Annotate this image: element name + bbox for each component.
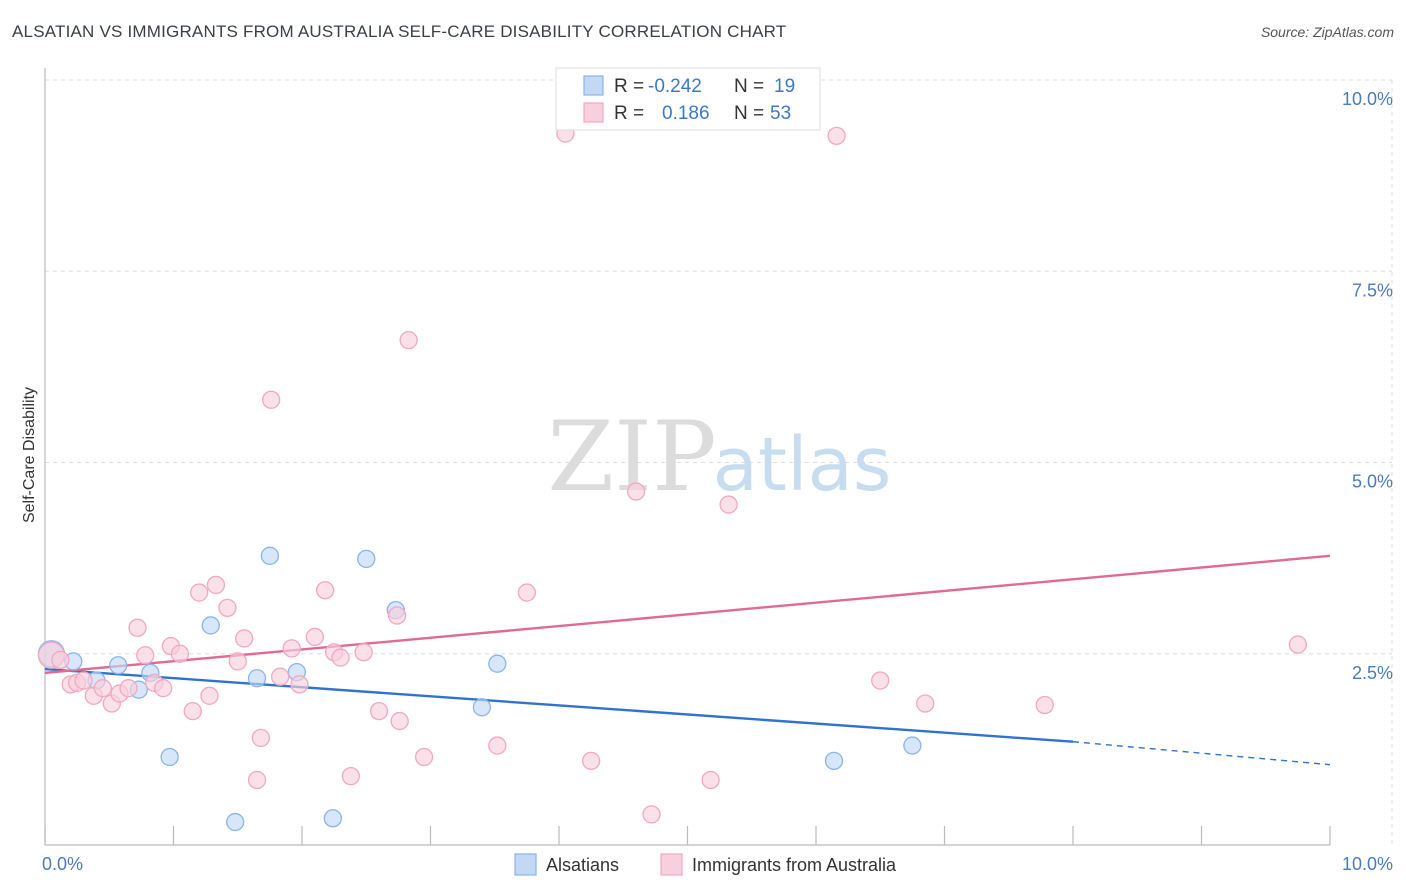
data-points <box>37 124 1308 832</box>
watermark: ZIP atlas <box>547 401 891 513</box>
series-swatch-immigrants <box>660 853 683 876</box>
point-series-0 <box>903 736 922 755</box>
point-series-1 <box>119 679 138 698</box>
point-series-1 <box>642 805 661 824</box>
legend-swatch-alsatians <box>583 75 604 96</box>
point-series-0 <box>226 812 245 832</box>
point-series-1 <box>315 581 335 600</box>
point-series-1 <box>331 648 350 667</box>
point-series-0 <box>201 616 220 635</box>
y-axis-title: Self-Care Disability <box>21 387 38 523</box>
series-legend: Alsatians Immigrants from Australia <box>514 853 897 876</box>
y-tick-label: 7.5% <box>1352 280 1393 300</box>
point-series-1 <box>399 330 418 350</box>
trend-line-extension-0 <box>1072 741 1331 766</box>
series-label-immigrants: Immigrants from Australia <box>692 855 897 875</box>
point-series-1 <box>390 711 409 731</box>
point-series-1 <box>369 701 389 721</box>
point-series-1 <box>228 652 247 671</box>
point-series-1 <box>488 736 507 755</box>
point-series-1 <box>247 770 267 790</box>
tick-labels: 2.5% 5.0% 7.5% 10.0% 0.0% 10.0% <box>42 89 1393 874</box>
point-series-1 <box>218 598 237 617</box>
point-series-1 <box>74 671 93 690</box>
point-series-1 <box>200 686 219 705</box>
point-series-0 <box>824 751 844 770</box>
axes <box>44 68 1331 846</box>
legend-r-label-1: R = <box>614 76 644 97</box>
series-label-alsatians: Alsatians <box>546 855 619 875</box>
x-tick-label: 0.0% <box>42 854 83 874</box>
point-series-1 <box>916 694 935 713</box>
point-series-0 <box>488 654 507 673</box>
grid-lines <box>45 79 1393 845</box>
point-series-1 <box>190 583 209 602</box>
point-series-1 <box>183 701 202 721</box>
legend-n-value-1: 19 <box>774 76 795 97</box>
point-series-0 <box>357 549 376 569</box>
legend-r-value-2: 0.186 <box>662 103 710 124</box>
point-series-1 <box>387 606 407 625</box>
legend-n-label-1: N = <box>734 76 764 97</box>
point-series-1 <box>262 390 281 409</box>
point-series-0 <box>472 698 492 717</box>
chart-title: ALSATIAN VS IMMIGRANTS FROM AUSTRALIA SE… <box>12 22 787 41</box>
point-series-1 <box>51 650 70 670</box>
y-tick-label: 10.0% <box>1342 89 1393 109</box>
point-series-1 <box>235 629 254 648</box>
point-series-1 <box>354 643 373 662</box>
legend: R = -0.242 N = 19 R = 0.186 N = 53 <box>555 67 821 131</box>
series-swatch-alsatians <box>514 853 537 876</box>
trend-lines <box>44 554 1331 766</box>
point-series-1 <box>1035 695 1054 715</box>
watermark-atlas: atlas <box>713 422 892 508</box>
point-series-1 <box>581 751 601 770</box>
point-series-0 <box>160 747 179 767</box>
point-series-0 <box>247 669 267 688</box>
point-series-1 <box>271 667 290 686</box>
point-series-1 <box>136 646 155 665</box>
point-series-1 <box>719 495 738 514</box>
y-tick-label: 5.0% <box>1352 472 1393 492</box>
point-series-1 <box>341 767 360 786</box>
trend-line-0 <box>44 667 1074 743</box>
point-series-1 <box>154 679 173 698</box>
point-series-1 <box>1288 635 1308 654</box>
point-series-1 <box>701 770 720 790</box>
point-series-0 <box>260 546 280 565</box>
legend-swatch-immigrants <box>583 102 604 123</box>
point-series-1 <box>517 583 537 602</box>
trend-line-1 <box>44 554 1331 675</box>
point-series-1 <box>871 671 890 690</box>
point-series-1 <box>128 618 147 637</box>
x-tick-label: 10.0% <box>1342 854 1393 874</box>
point-series-1 <box>290 675 309 694</box>
legend-r-label-2: R = <box>614 103 644 124</box>
source-label: Source: ZipAtlas.com <box>1260 24 1394 40</box>
legend-r-value-1: -0.242 <box>648 76 702 97</box>
point-series-1 <box>827 126 846 145</box>
point-series-1 <box>170 644 190 663</box>
legend-n-value-2: 53 <box>770 103 791 124</box>
point-series-1 <box>626 482 646 501</box>
point-series-1 <box>282 639 301 658</box>
legend-n-label-2: N = <box>734 103 764 124</box>
point-series-1 <box>305 627 325 647</box>
point-series-0 <box>323 809 342 828</box>
point-series-1 <box>93 679 112 698</box>
point-series-1 <box>206 575 226 595</box>
y-tick-label: 2.5% <box>1352 663 1393 683</box>
point-series-1 <box>414 747 434 767</box>
point-series-1 <box>251 728 271 748</box>
point-series-0 <box>109 656 128 675</box>
